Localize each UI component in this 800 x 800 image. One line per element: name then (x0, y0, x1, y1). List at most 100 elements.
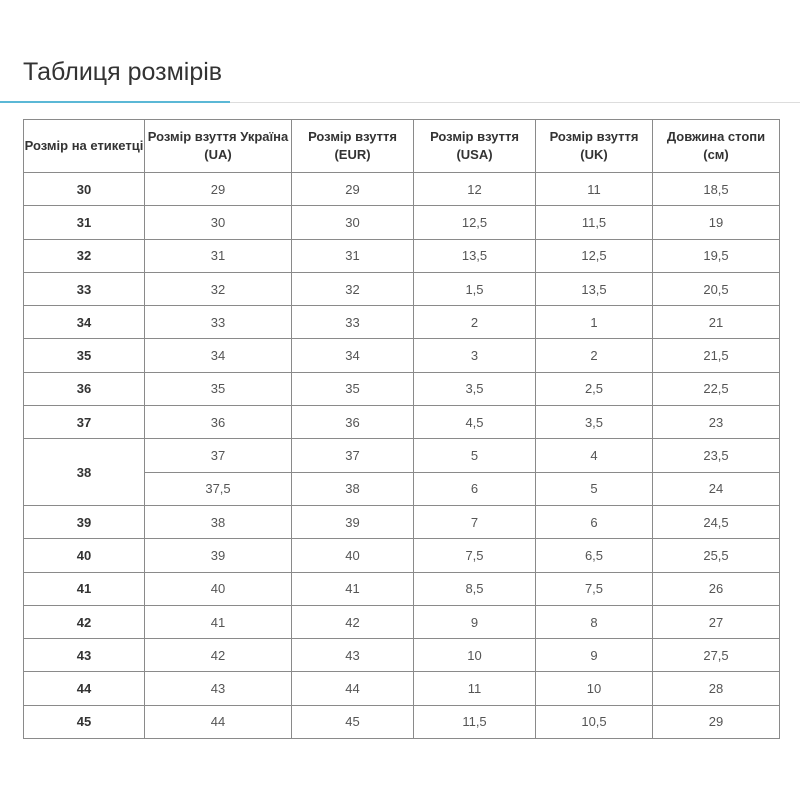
cell-foot-length: 23,5 (652, 438, 780, 473)
cell-foot-length: 24 (652, 471, 780, 506)
cell-ua-size: 34 (144, 338, 292, 373)
cell-foot-length: 22,5 (652, 371, 780, 407)
cell-uk-size: 3,5 (535, 405, 653, 440)
cell-eur-size: 45 (291, 704, 414, 740)
cell-usa-size: 2 (413, 305, 536, 340)
cell-eur-size: 30 (291, 205, 414, 240)
cell-eur-size: 35 (291, 371, 414, 407)
cell-foot-length: 27,5 (652, 638, 780, 673)
cell-eur-size: 37 (291, 438, 414, 473)
table-header-row: Розмір на етикетці Розмір взуття Україна… (23, 119, 780, 173)
cell-foot-length: 18,5 (652, 171, 780, 207)
cell-ua-size: 39 (144, 538, 292, 573)
cell-foot-length: 19 (652, 205, 780, 240)
cell-uk-size: 1 (535, 305, 653, 340)
cell-eur-size: 36 (291, 405, 414, 440)
cell-label-size: 45 (23, 704, 145, 740)
cell-uk-size: 13,5 (535, 271, 653, 307)
title-accent-underline (0, 101, 230, 103)
size-table: Розмір на етикетці Розмір взуття Україна… (23, 119, 780, 740)
cell-eur-size: 38 (291, 471, 414, 506)
cell-eur-size: 29 (291, 171, 414, 207)
cell-usa-size: 1,5 (413, 271, 536, 307)
cell-uk-size: 7,5 (535, 571, 653, 606)
cell-eur-size: 44 (291, 671, 414, 706)
cell-label-size: 33 (23, 271, 145, 307)
cell-uk-size: 9 (535, 638, 653, 673)
header-label-size: Розмір на етикетці (23, 119, 145, 173)
cell-label-size: 31 (23, 205, 145, 240)
cell-label-size: 34 (23, 305, 145, 340)
cell-uk-size: 11 (535, 171, 653, 207)
cell-eur-size: 42 (291, 604, 414, 640)
cell-foot-length: 28 (652, 671, 780, 706)
table-row: 31 30 30 12,5 11,5 19 (23, 205, 780, 240)
cell-usa-size: 3 (413, 338, 536, 373)
cell-foot-length: 23 (652, 405, 780, 440)
cell-label-size: 44 (23, 671, 145, 706)
header-ua-size: Розмір взуття Україна (UA) (144, 119, 292, 173)
cell-label-size: 39 (23, 504, 145, 540)
cell-uk-size: 10,5 (535, 704, 653, 740)
cell-label-size: 41 (23, 571, 145, 606)
cell-uk-size: 11,5 (535, 205, 653, 240)
cell-ua-size: 40 (144, 571, 292, 606)
cell-label-size: 30 (23, 171, 145, 207)
header-foot-length: Довжина стопи (см) (652, 119, 780, 173)
table-row: 34 33 33 2 1 21 (23, 305, 780, 340)
table-row: 44 43 44 11 10 28 (23, 671, 780, 706)
cell-eur-size: 33 (291, 305, 414, 340)
cell-ua-size: 33 (144, 305, 292, 340)
cell-ua-size: 30 (144, 205, 292, 240)
title-divider (0, 102, 800, 103)
cell-ua-size: 44 (144, 704, 292, 740)
cell-usa-size: 12 (413, 171, 536, 207)
cell-uk-size: 2,5 (535, 371, 653, 407)
cell-uk-size: 6 (535, 504, 653, 540)
cell-usa-size: 3,5 (413, 371, 536, 407)
cell-ua-size: 32 (144, 271, 292, 307)
cell-eur-size: 41 (291, 571, 414, 606)
cell-eur-size: 31 (291, 238, 414, 273)
cell-label-size: 43 (23, 638, 145, 673)
cell-usa-size: 12,5 (413, 205, 536, 240)
table-row: 30 29 29 12 11 18,5 (23, 171, 780, 207)
cell-foot-length: 24,5 (652, 504, 780, 540)
table-row: 39 38 39 7 6 24,5 (23, 504, 780, 540)
cell-eur-size: 32 (291, 271, 414, 307)
cell-label-size: 35 (23, 338, 145, 373)
cell-foot-length: 29 (652, 704, 780, 740)
cell-ua-size: 38 (144, 504, 292, 540)
table-row: 37 36 36 4,5 3,5 23 (23, 405, 780, 440)
table-row: 37,5 38 6 5 24 (24, 471, 780, 506)
cell-usa-size: 11,5 (413, 704, 536, 740)
header-eur-size: Розмір взуття (EUR) (291, 119, 414, 173)
cell-ua-size: 43 (144, 671, 292, 706)
cell-label-size: 37 (23, 405, 145, 440)
cell-foot-length: 27 (652, 604, 780, 640)
cell-label-size: 32 (23, 238, 145, 273)
cell-uk-size: 10 (535, 671, 653, 706)
cell-foot-length: 19,5 (652, 238, 780, 273)
cell-foot-length: 21 (652, 305, 780, 340)
cell-label-size: 40 (23, 538, 145, 573)
cell-ua-size: 42 (144, 638, 292, 673)
cell-ua-size: 35 (144, 371, 292, 407)
cell-eur-size: 34 (291, 338, 414, 373)
table-row: 35 34 34 3 2 21,5 (23, 338, 780, 373)
cell-foot-length: 21,5 (652, 338, 780, 373)
cell-usa-size: 13,5 (413, 238, 536, 273)
cell-label-size: 42 (23, 604, 145, 640)
table-row: 41 40 41 8,5 7,5 26 (23, 571, 780, 606)
table-row: 45 44 45 11,5 10,5 29 (23, 704, 780, 740)
cell-usa-size: 6 (413, 471, 536, 506)
cell-usa-size: 7 (413, 504, 536, 540)
cell-eur-size: 40 (291, 538, 414, 573)
table-row: 38 37 37 5 4 23,5 (23, 438, 780, 506)
cell-ua-size: 36 (144, 405, 292, 440)
cell-label-size: 38 (23, 438, 145, 506)
table-row: 40 39 40 7,5 6,5 25,5 (23, 538, 780, 573)
table-row: 33 32 32 1,5 13,5 20,5 (23, 271, 780, 307)
cell-uk-size: 2 (535, 338, 653, 373)
table-row: 43 42 43 10 9 27,5 (23, 638, 780, 673)
